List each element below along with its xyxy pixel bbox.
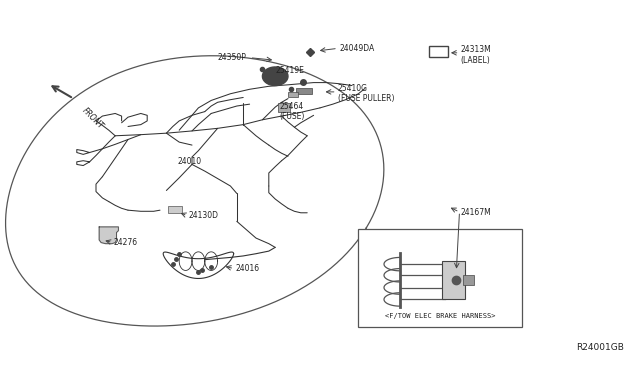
Bar — [296, 88, 312, 94]
Bar — [358, 229, 522, 327]
Text: 25464
(FUSE): 25464 (FUSE) — [280, 102, 305, 121]
Text: FRONT: FRONT — [80, 106, 105, 131]
Bar — [463, 275, 474, 285]
Bar — [168, 206, 182, 213]
Text: 24049DA: 24049DA — [339, 44, 374, 53]
Text: 25410G
(FUSE PULLER): 25410G (FUSE PULLER) — [338, 84, 394, 103]
FancyBboxPatch shape — [442, 261, 465, 299]
Text: R24001GB: R24001GB — [576, 343, 624, 352]
Text: 24276: 24276 — [114, 238, 138, 247]
Text: 24130D: 24130D — [189, 211, 219, 220]
Bar — [429, 46, 448, 57]
Text: 25419E: 25419E — [275, 66, 304, 75]
Bar — [278, 103, 290, 112]
Text: 24350P: 24350P — [218, 53, 246, 62]
Polygon shape — [262, 67, 288, 86]
Polygon shape — [99, 227, 118, 244]
Text: <F/TOW ELEC BRAKE HARNESS>: <F/TOW ELEC BRAKE HARNESS> — [385, 313, 495, 319]
Text: 24167M: 24167M — [461, 208, 492, 217]
Text: 24016: 24016 — [236, 264, 260, 273]
Bar — [288, 92, 298, 97]
Text: 24010: 24010 — [178, 157, 202, 166]
Text: 24313M
(LABEL): 24313M (LABEL) — [461, 45, 492, 65]
